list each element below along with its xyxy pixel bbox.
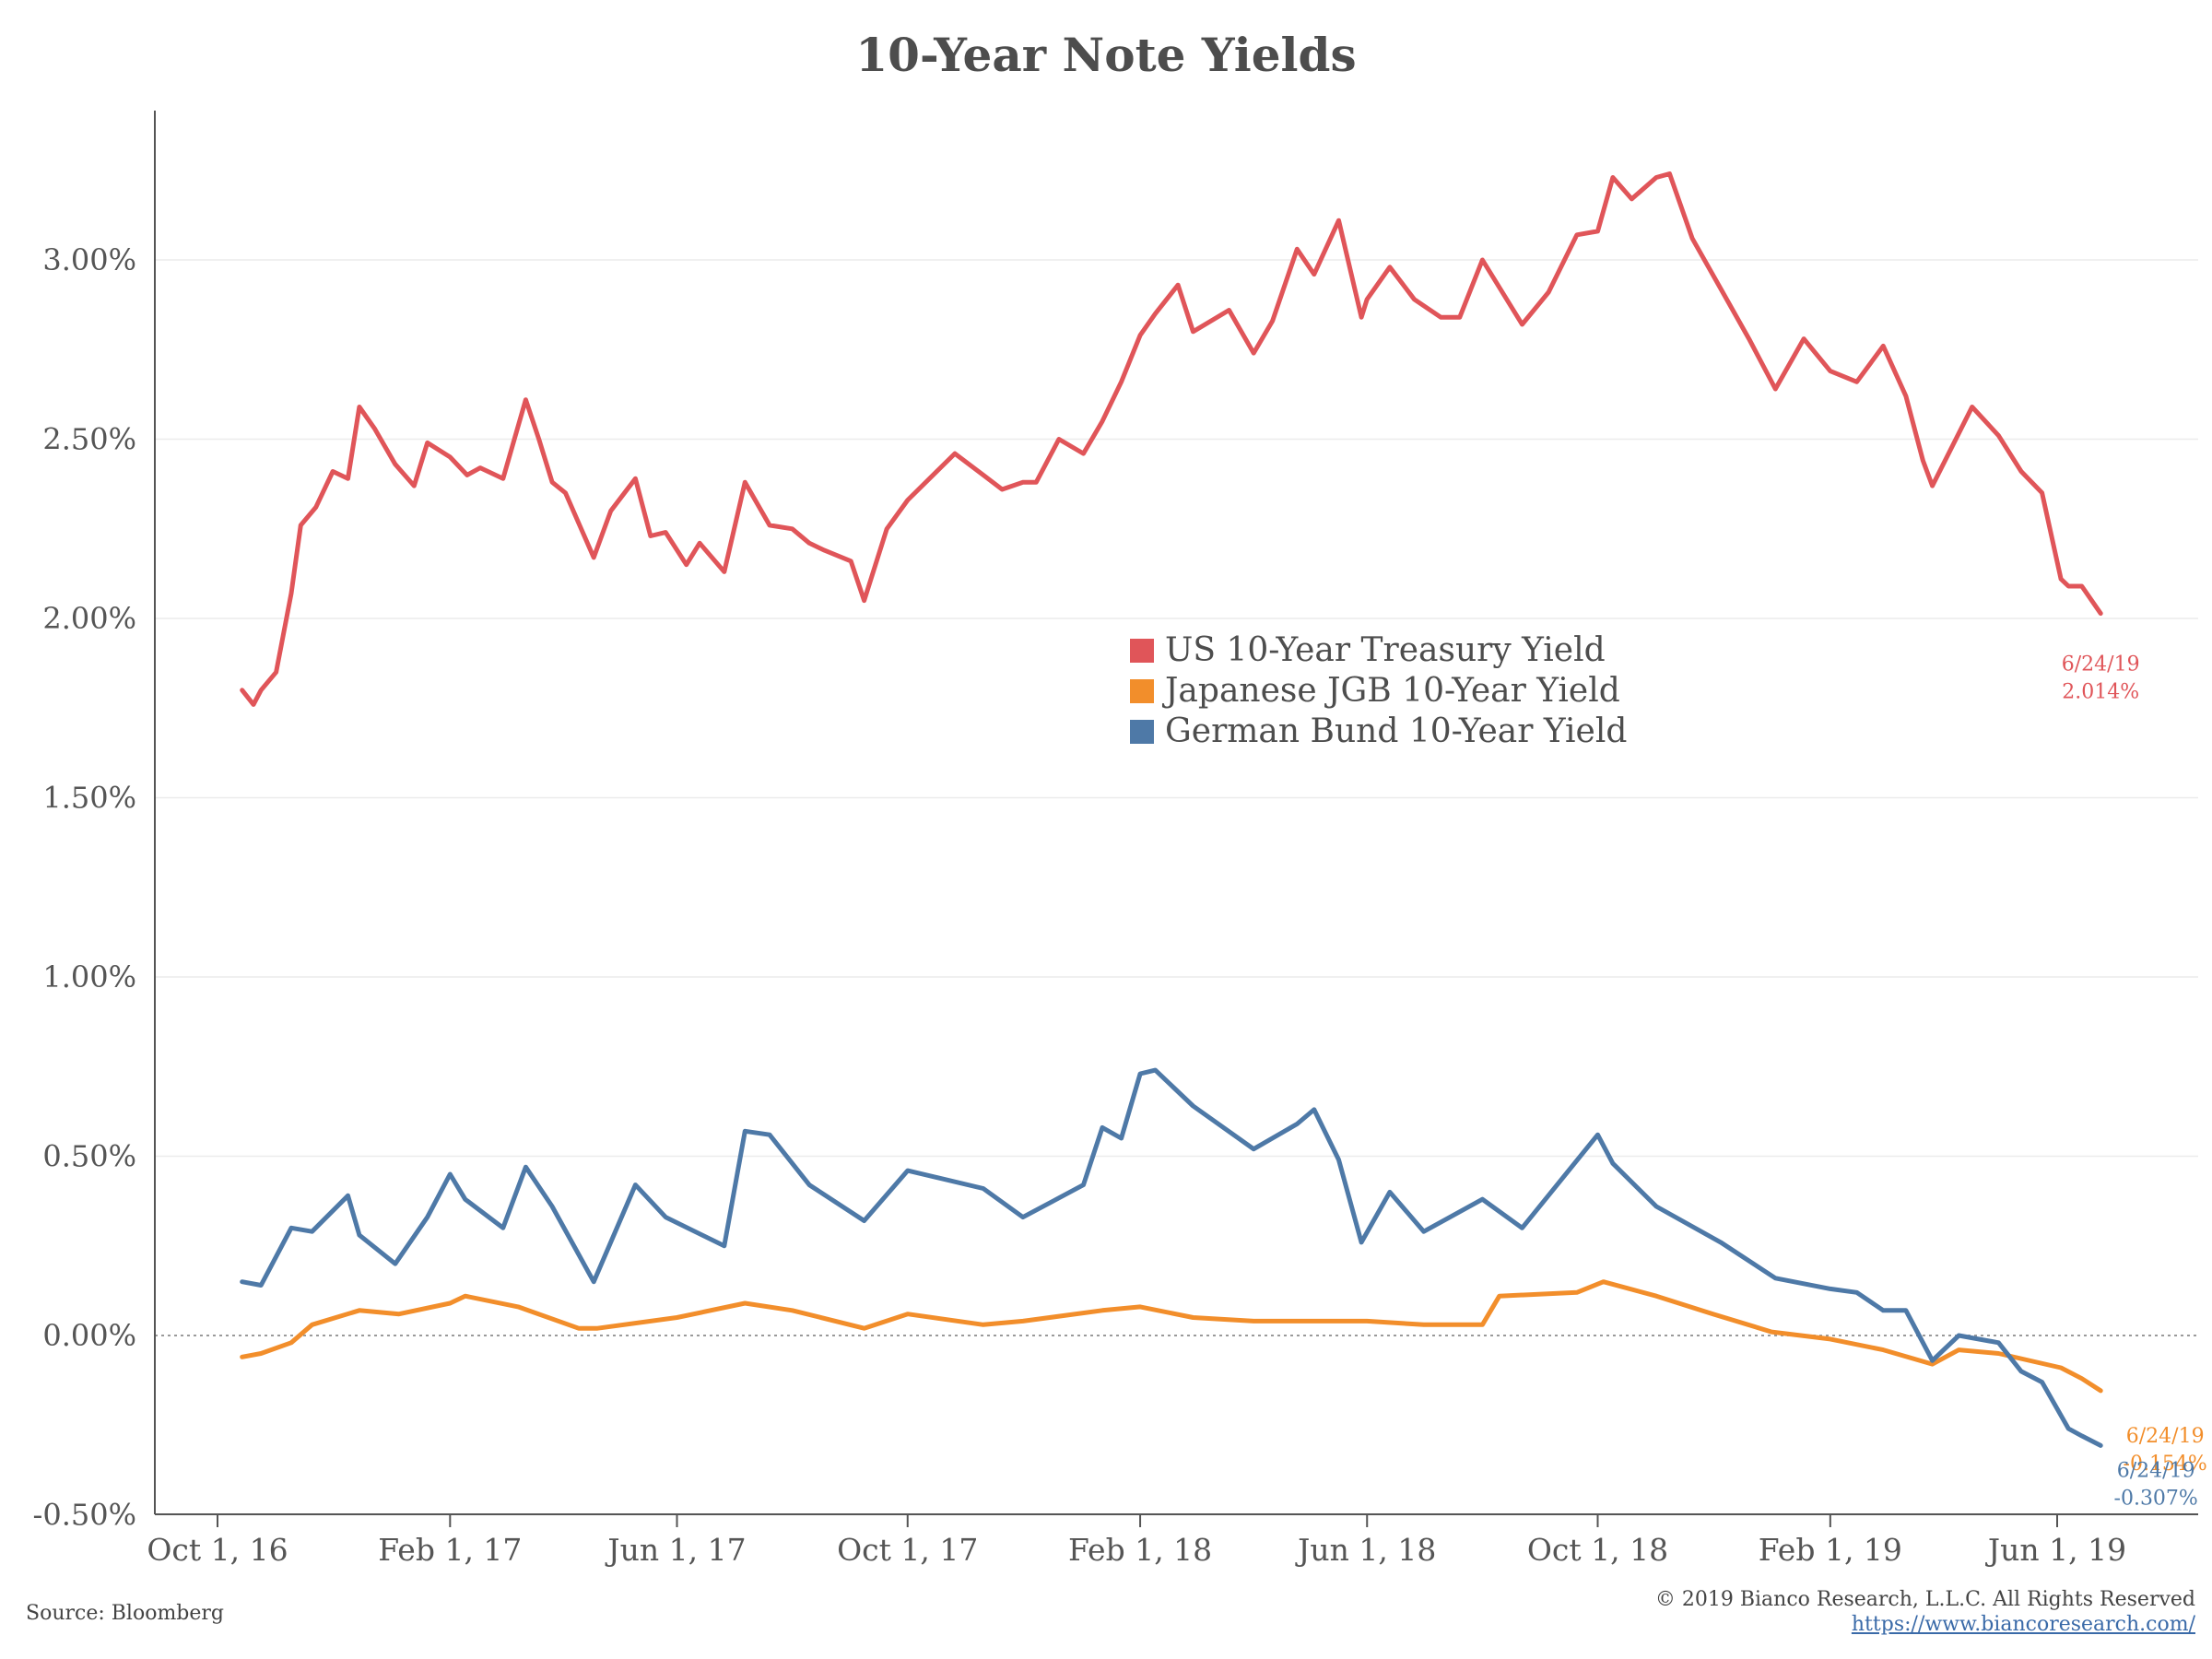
x-tick-label: Oct 1, 16 [147, 1532, 288, 1568]
y-tick-label: 1.00% [42, 959, 136, 994]
legend-label: German Bund 10-Year Yield [1165, 712, 1627, 750]
x-tick-label: Jun 1, 18 [1295, 1532, 1436, 1568]
gridlines [155, 259, 2198, 1516]
series-line-2 [240, 1279, 2103, 1394]
y-tick-label: 3.00% [42, 242, 136, 277]
y-axis-ticks: 3.00% 2.50% 2.00% 1.50% 1.00% 0.50% 0.00% -0.50… [33, 242, 136, 1533]
series-line-1 [240, 171, 2103, 707]
end-label-date: 6/24/19 [2062, 653, 2140, 677]
y-tick-label: 0.00% [42, 1318, 136, 1353]
axes [154, 111, 2198, 1515]
y-tick-label: 2.00% [42, 601, 136, 636]
end-labels: 6/24/192.014%6/24/19-0.154%6/24/19-0.307… [2062, 653, 2207, 1511]
y-tick-label: 2.50% [42, 422, 136, 457]
end-label-value: -0.307% [2114, 1487, 2198, 1510]
end-label-value: 2.014% [2062, 681, 2139, 704]
end-label-date: 6/24/19 [2117, 1459, 2195, 1482]
legend-swatch [1130, 679, 1154, 703]
y-tick-label: -0.50% [33, 1498, 136, 1533]
legend-swatch [1130, 720, 1154, 744]
copyright-text: © 2019 Bianco Research, L.L.C. All Right… [1654, 1588, 2195, 1611]
x-tick-label: Jun 1, 17 [605, 1532, 746, 1568]
chart-title: 10-Year Note Yields [855, 28, 1357, 82]
series-line-3 [240, 1067, 2103, 1448]
legend-label: Japanese JGB 10-Year Yield [1161, 672, 1620, 710]
series-lines [240, 171, 2103, 1448]
x-tick-label: Feb 1, 17 [378, 1532, 522, 1568]
y-tick-label: 1.50% [42, 781, 136, 816]
y-tick-label: 0.50% [42, 1139, 136, 1174]
end-label-date: 6/24/19 [2126, 1425, 2205, 1448]
website-link[interactable]: https://www.biancoresearch.com/ [1851, 1613, 2195, 1636]
legend-label: US 10-Year Treasury Yield [1165, 631, 1606, 669]
legend-swatch [1130, 639, 1154, 663]
x-tick-label: Feb 1, 19 [1759, 1532, 1902, 1568]
x-tick-label: Oct 1, 18 [1527, 1532, 1668, 1568]
source-note: Source: Bloomberg [26, 1602, 225, 1625]
x-tick-label: Jun 1, 19 [1985, 1532, 2126, 1568]
x-tick-label: Feb 1, 18 [1068, 1532, 1212, 1568]
x-axis-ticks: Oct 1, 16 Feb 1, 17 Jun 1, 17 Oct 1, 17 Feb … [147, 1514, 2126, 1568]
x-tick-label: Oct 1, 17 [837, 1532, 978, 1568]
copyright-block: © 2019 Bianco Research, L.L.C. All Right… [1655, 1587, 2195, 1637]
end-label-value: -0.154% [2124, 1453, 2207, 1476]
